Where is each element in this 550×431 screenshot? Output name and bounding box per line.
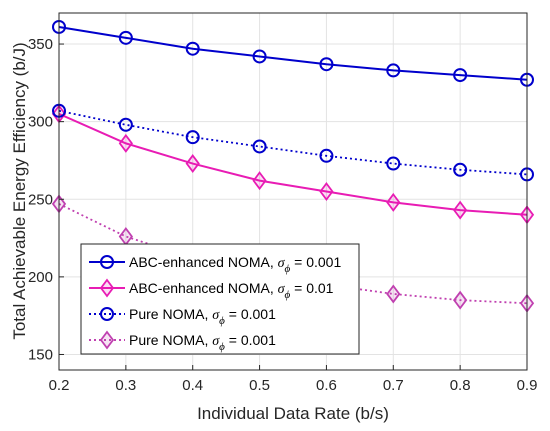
x-tick-label: 0.7 [383, 377, 404, 394]
series-2-point [252, 171, 267, 191]
series-3-point [386, 156, 401, 171]
legend-value: = 0.001 [290, 254, 341, 270]
series-2-point [453, 200, 468, 220]
legend-label-text: ABC-enhanced NOMA, [129, 254, 278, 270]
series-3-point [319, 148, 334, 163]
legend-value: = 0.001 [225, 332, 276, 348]
legend-subscript: ϕ [219, 341, 225, 353]
legend-subscript: ϕ [219, 315, 225, 327]
series-2-point [386, 192, 401, 212]
legend-label: Pure NOMA, σϕ = 0.001 [129, 306, 276, 327]
legend-label: ABC-enhanced NOMA, σϕ = 0.001 [129, 254, 341, 275]
series-1-point [252, 49, 267, 64]
series-1-point [453, 68, 468, 83]
series-3-point [185, 130, 200, 145]
series-3-point [453, 162, 468, 177]
legend-box [80, 243, 360, 355]
legend-entry: Pure NOMA, σϕ = 0.001 [89, 306, 276, 327]
legend-entry: ABC-enhanced NOMA, σϕ = 0.01 [89, 278, 334, 301]
axes-frame [58, 12, 528, 371]
legend-entry: Pure NOMA, σϕ = 0.001 [89, 330, 276, 353]
legend-entry: ABC-enhanced NOMA, σϕ = 0.001 [89, 254, 341, 275]
series-4-line [58, 203, 528, 305]
legend-value: = 0.001 [225, 306, 276, 322]
x-tick-label: 0.5 [249, 377, 270, 394]
legend-value: = 0.01 [290, 280, 333, 296]
legend-subscript: ϕ [285, 263, 291, 275]
series-2-line [58, 112, 528, 216]
y-tick-label: 250 [28, 191, 53, 208]
y-axis-label: Total Achievable Energy Efficiency (b/J) [10, 42, 29, 339]
series-1-line [58, 25, 528, 81]
legend-sigma: σ [278, 256, 286, 271]
y-tick-label: 350 [28, 36, 53, 53]
legend-label-text: ABC-enhanced NOMA, [129, 280, 278, 296]
x-axis-label: Individual Data Rate (b/s) [197, 404, 389, 423]
ticks: 0.2 0.3 0.4 0.5 0.6 0.7 0.8 0.9 150 200 250 300 350 [28, 36, 537, 394]
x-tick-label: 0.8 [450, 377, 471, 394]
legend-marker [100, 307, 114, 321]
y-tick-label: 200 [28, 269, 53, 286]
series-1-point [386, 63, 401, 78]
x-tick-label: 0.6 [316, 377, 337, 394]
legend-sigma: σ [212, 334, 220, 349]
legend-sigma: σ [212, 308, 220, 323]
series-3-point [252, 139, 267, 154]
legend-label-text: Pure NOMA, [129, 306, 212, 322]
series-2-point [185, 154, 200, 174]
series-4-point [386, 284, 401, 304]
x-tick-label: 0.4 [182, 377, 203, 394]
legend-marker [99, 278, 115, 298]
legend-marker [100, 255, 114, 269]
series-2-point [319, 182, 334, 201]
series-4-point [453, 290, 468, 310]
x-tick-label: 0.2 [49, 377, 70, 394]
series-2-point [118, 133, 133, 153]
y-tick-label: 300 [28, 114, 53, 131]
legend-label: Pure NOMA, σϕ = 0.001 [129, 332, 276, 353]
legend: ABC-enhanced NOMA, σϕ = 0.001ABC-enhance… [80, 243, 360, 355]
legend-label: ABC-enhanced NOMA, σϕ = 0.01 [129, 280, 334, 301]
legend-marker [99, 330, 115, 350]
x-tick-label: 0.3 [115, 377, 136, 394]
series-1-point [118, 30, 133, 45]
legend-label-text: Pure NOMA, [129, 332, 212, 348]
series-1-point [319, 57, 334, 72]
y-tick-label: 150 [28, 346, 53, 363]
legend-sigma: σ [278, 282, 286, 297]
legend-subscript: ϕ [285, 289, 291, 301]
x-tick-label: 0.9 [517, 377, 538, 394]
series-1-point [185, 41, 200, 56]
series-3-point [118, 117, 133, 132]
